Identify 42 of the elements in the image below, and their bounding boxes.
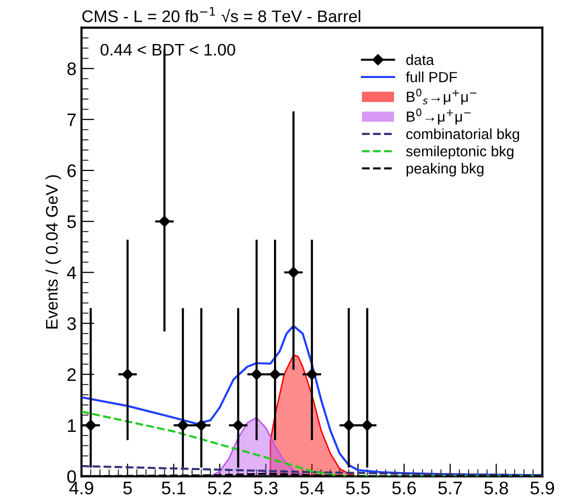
chart-title: CMS - L = 20 fb$^{−1}$ √s = 8 TeV - Barrel [82, 7, 360, 22]
point [251, 368, 262, 380]
point [196, 420, 207, 431]
legend-label: combinatorial bkg [406, 128, 520, 142]
legend-label: B$^{0}$$_{s}$→μ$^{+}$μ$^{−}$ [406, 88, 476, 105]
y-tick-label: 2 [67, 368, 76, 381]
legend-label: semileptonic bkg [406, 146, 514, 160]
point [306, 368, 318, 380]
y-tick-label: 6 [68, 164, 76, 178]
x-tick-label: 5.3 [254, 482, 278, 494]
y-tick-label: 4 [67, 266, 76, 279]
legend-label: peaking bkg [406, 162, 484, 177]
y-tick-label: 1 [68, 419, 76, 432]
point [343, 420, 354, 431]
point [177, 420, 188, 431]
legend-label: B$^{0}$→μ$^{+}$μ$^{−}$ [406, 108, 471, 124]
point [288, 266, 300, 278]
point [122, 368, 134, 380]
x-tick-label: 5.1 [162, 482, 186, 494]
y-tick-label: 8 [67, 62, 76, 76]
y-tick-label: 5 [67, 216, 76, 228]
x-tick-label: 4.9 [69, 482, 94, 494]
x-tick-label: 5.8 [484, 482, 508, 494]
annotation: 0.44 < BDT < 1.00 [100, 44, 236, 56]
point [158, 216, 170, 228]
y-axis-title: Events / ( 0.04 GeV ) [45, 175, 62, 328]
x-tick-label: 5.7 [438, 482, 462, 494]
x-tick-label: 5 [123, 482, 132, 494]
x-tick-label: 5.2 [208, 482, 232, 494]
x-tick-label: 5.5 [346, 482, 370, 494]
y-tick-label: 7 [68, 114, 76, 126]
y-tick-label: 3 [67, 317, 76, 330]
point [269, 368, 281, 380]
y-tick-label: 0 [67, 470, 76, 483]
legend-label: full PDF [406, 72, 457, 82]
x-tick-label: 5.6 [392, 482, 416, 494]
point [85, 420, 96, 431]
point [362, 420, 373, 431]
point [232, 420, 244, 431]
legend-label: data [406, 54, 434, 66]
x-tick-label: 5.9 [530, 482, 554, 494]
x-tick-label: 5.4 [300, 482, 324, 494]
